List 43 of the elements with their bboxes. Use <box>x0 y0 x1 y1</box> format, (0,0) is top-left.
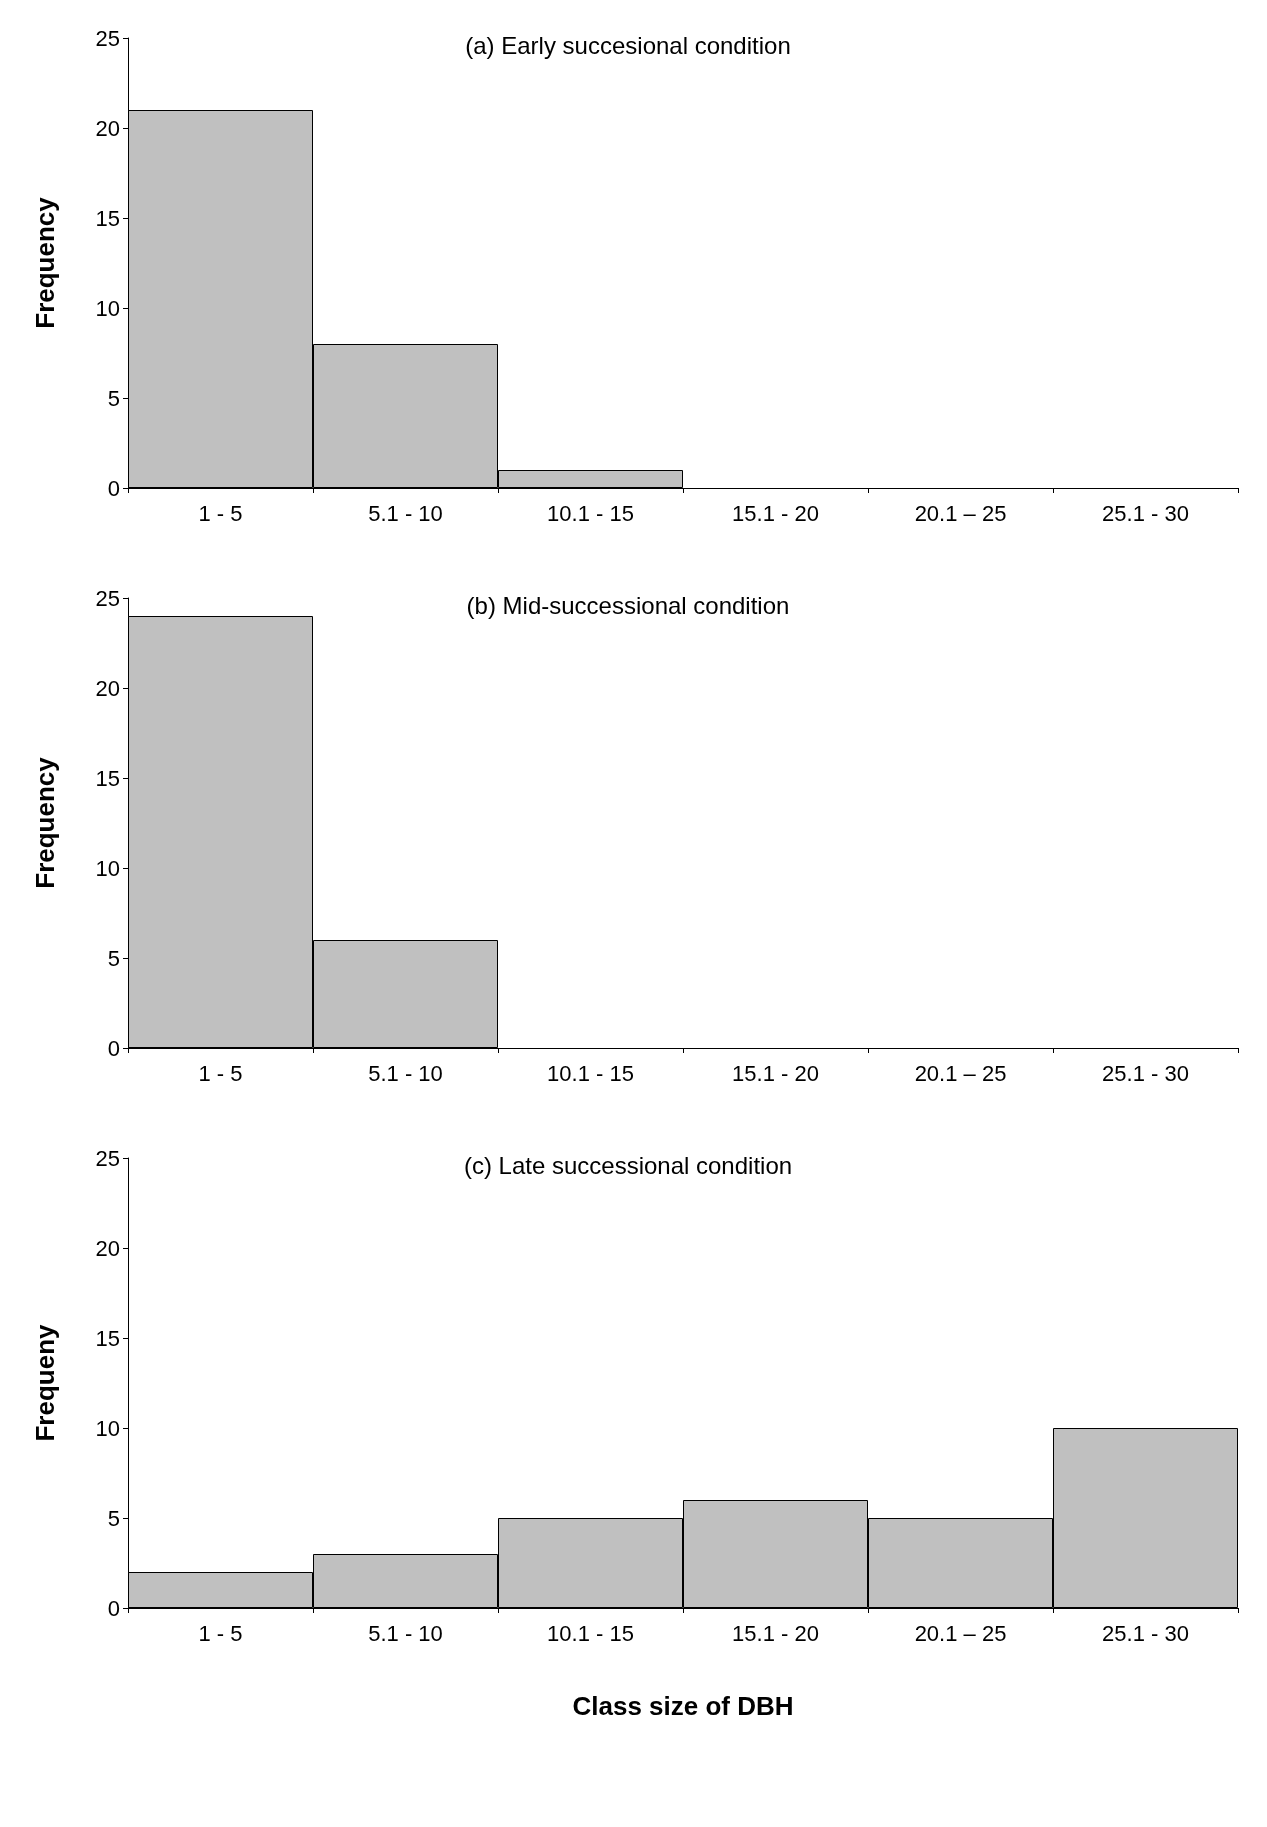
y-tick-label: 0 <box>107 1595 120 1621</box>
x-tick-label: 20.1 – 25 <box>914 500 1007 526</box>
x-tick-label: 20.1 – 25 <box>914 1060 1007 1086</box>
x-tick-label: 1 - 5 <box>198 1620 243 1646</box>
y-axis-title: Frequency <box>30 196 60 329</box>
y-tick-label: 20 <box>95 115 120 141</box>
x-tick-label: 5.1 - 10 <box>368 1060 443 1086</box>
y-tick-label: 15 <box>95 1325 120 1351</box>
x-tick-label: 10.1 - 15 <box>547 1620 634 1646</box>
y-axis-title: Frequeny <box>30 1323 60 1442</box>
x-tick-label: 15.1 - 20 <box>732 1060 819 1086</box>
y-tick-label: 10 <box>95 295 120 321</box>
y-tick-label: 25 <box>95 25 120 51</box>
y-tick-label: 5 <box>107 945 120 971</box>
x-tick-label: 1 - 5 <box>198 1060 243 1086</box>
x-tick-label: 25.1 - 30 <box>1102 1620 1189 1646</box>
y-tick-label: 20 <box>95 1235 120 1261</box>
x-tick-label: 5.1 - 10 <box>368 500 443 526</box>
y-tick-label: 0 <box>107 475 120 501</box>
chart-title: (c) Late successional condition <box>463 1151 793 1179</box>
y-tick-label: 15 <box>95 205 120 231</box>
x-axis-title: Class size of DBH <box>572 1691 794 1721</box>
x-tick-label: 25.1 - 30 <box>1102 1060 1189 1086</box>
chart-title: (b) Mid-successional condition <box>466 591 790 619</box>
y-axis-title: Frequency <box>30 756 60 889</box>
y-tick-label: 20 <box>95 675 120 701</box>
y-tick-label: 10 <box>95 1415 120 1441</box>
y-tick-label: 5 <box>107 385 120 411</box>
x-tick-label: 25.1 - 30 <box>1102 500 1189 526</box>
y-tick-label: 25 <box>95 585 120 611</box>
chart-title: (a) Early succesional condition <box>465 31 791 59</box>
x-tick-label: 10.1 - 15 <box>547 500 634 526</box>
x-tick-label: 15.1 - 20 <box>732 1620 819 1646</box>
x-tick-label: 20.1 – 25 <box>914 1620 1007 1646</box>
y-tick-label: 10 <box>95 855 120 881</box>
y-tick-label: 15 <box>95 765 120 791</box>
x-tick-label: 15.1 - 20 <box>732 500 819 526</box>
x-tick-label: 1 - 5 <box>198 500 243 526</box>
y-tick-label: 5 <box>107 1505 120 1531</box>
x-tick-label: 5.1 - 10 <box>368 1620 443 1646</box>
x-tick-label: 10.1 - 15 <box>547 1060 634 1086</box>
y-tick-label: 25 <box>95 1145 120 1171</box>
y-tick-label: 0 <box>107 1035 120 1061</box>
